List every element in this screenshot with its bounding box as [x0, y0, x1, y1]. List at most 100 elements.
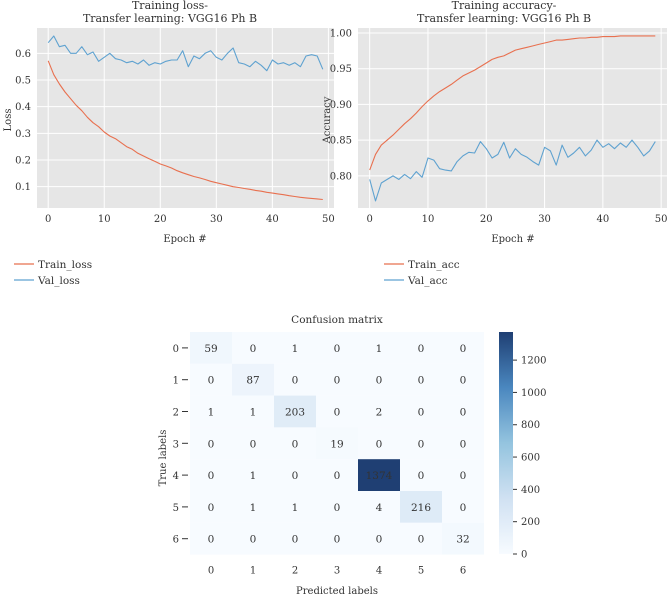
accuracy-y-tick-label: 0.80: [330, 171, 352, 182]
loss-y-tick-label: 0.2: [15, 156, 31, 167]
loss-y-tick-label: 0.3: [15, 129, 31, 140]
confusion-cell: [316, 332, 358, 364]
loss-line-train-loss: [47, 60, 323, 201]
colorbar-tick-label: 0: [521, 550, 527, 561]
true-label-tick: 4: [173, 471, 179, 482]
colorbar-tick-label: 200: [521, 517, 540, 528]
accuracy-x-tick-label: 0: [366, 214, 372, 225]
accuracy-line-val-acc: [369, 139, 656, 202]
confusion-cell: [274, 459, 316, 491]
accuracy-grid: [358, 28, 667, 208]
confusion-cell-value: 0: [208, 534, 215, 546]
accuracy-line-train-acc: [369, 35, 656, 171]
predicted-label-tick: 3: [334, 566, 340, 577]
confusion-cell-value: 0: [376, 438, 383, 450]
loss-subtitle: Transfer learning: VGG16 Ph B: [83, 12, 257, 25]
legend-label-val-acc: Val_acc: [407, 275, 448, 287]
confusion-cell-value: 59: [204, 343, 217, 355]
confusion-cell: [274, 363, 316, 396]
confusion-cell-value: 0: [334, 502, 341, 514]
confusion-cell: [316, 395, 358, 428]
accuracy-x-ticks: 0 10 20 30 40 50: [366, 214, 667, 225]
confusion-cell-value: 0: [334, 343, 341, 355]
accuracy-subtitle: Transfer learning: VGG16 Ph B: [417, 12, 591, 25]
confusion-cell: [232, 522, 274, 555]
loss-x-tick-label: 10: [98, 214, 111, 225]
confusion-cell-value: 0: [334, 534, 341, 546]
predicted-label-tick: 6: [460, 566, 466, 577]
confusion-cell-value: 203: [285, 407, 305, 419]
loss-title: Training loss-: [132, 0, 208, 12]
accuracy-y-ticks: 0.80 0.85 0.90 0.95 1.00: [330, 29, 352, 183]
loss-x-tick-label: 30: [210, 214, 223, 225]
confusion-cell-value: 4: [376, 502, 383, 514]
confusion-cell: [274, 332, 316, 364]
loss-y-tick-label: 0.5: [15, 76, 31, 87]
confusion-cell-value: 0: [334, 407, 341, 419]
confusion-cell: [358, 427, 400, 460]
accuracy-y-tick-label: 0.95: [330, 64, 352, 75]
confusion-cell-value: 0: [418, 470, 425, 482]
confusion-cell-value: 32: [456, 534, 469, 546]
accuracy-plot-area: [358, 28, 667, 208]
confusion-cell-value: 1: [292, 343, 299, 355]
accuracy-title: Training accuracy-: [452, 0, 557, 12]
confusion-cell: [316, 522, 358, 555]
confusion-cell: [190, 363, 232, 396]
predicted-label-tick: 5: [418, 566, 424, 577]
confusion-cell-value: 0: [292, 438, 299, 450]
confusion-cell-value: 0: [376, 375, 383, 387]
confusion-cell-value: 0: [460, 343, 467, 355]
confusion-cell: [358, 395, 400, 428]
accuracy-x-axis-label: Epoch #: [491, 234, 534, 245]
loss-x-tick-label: 0: [45, 214, 51, 225]
confusion-cell: [232, 395, 274, 428]
predicted-label-tick: 4: [376, 566, 382, 577]
confusion-cell-value: 216: [411, 502, 431, 514]
accuracy-x-tick-label: 50: [655, 214, 668, 225]
accuracy-x-tick-label: 40: [597, 214, 610, 225]
confusion-cell: [274, 395, 316, 428]
loss-x-ticks: 0 10 20 30 40 50: [45, 214, 335, 225]
confusion-cell-value: 0: [460, 502, 467, 514]
confusion-matrix-title: Confusion matrix: [291, 314, 383, 326]
loss-y-tick-label: 0.4: [15, 102, 31, 113]
accuracy-legend: Train_acc Val_acc: [384, 259, 460, 287]
confusion-cell: [232, 363, 274, 396]
confusion-cell-value: 0: [250, 534, 257, 546]
confusion-cell-value: 0: [334, 375, 341, 387]
confusion-cell-value: 1: [292, 502, 299, 514]
confusion-cell-value: 1: [376, 343, 383, 355]
confusion-cell: [358, 363, 400, 396]
confusion-cell: [190, 459, 232, 491]
confusion-cell-value: 1: [250, 502, 257, 514]
colorbar-tick-label: 600: [521, 453, 540, 464]
confusion-cell-value: 0: [292, 375, 299, 387]
confusion-cell: [442, 332, 484, 364]
accuracy-series: [369, 35, 656, 202]
accuracy-x-tick-label: 10: [422, 214, 435, 225]
confusion-cell: [190, 395, 232, 428]
loss-x-tick-label: 50: [322, 214, 335, 225]
accuracy-x-tick-label: 30: [538, 214, 551, 225]
confusion-cell: [400, 427, 442, 460]
confusion-cell: [442, 395, 484, 428]
confusion-cell-value: 1374: [366, 470, 393, 482]
confusion-cell-value: 0: [208, 375, 215, 387]
confusion-cell-value: 1: [250, 470, 257, 482]
colorbar-tick-label: 1200: [521, 356, 546, 367]
confusion-cell-value: 0: [376, 534, 383, 546]
confusion-cell-value: 0: [418, 407, 425, 419]
confusion-cell: [442, 363, 484, 396]
confusion-cell: [442, 427, 484, 460]
true-label-tick: 1: [173, 376, 179, 387]
confusion-cell: [358, 491, 400, 523]
predicted-label-tick: 1: [250, 566, 256, 577]
confusion-cell-value: 0: [250, 343, 257, 355]
accuracy-chart: Training accuracy- Transfer learning: VG…: [322, 0, 668, 287]
confusion-cell: [232, 459, 274, 491]
confusion-cell: [358, 332, 400, 364]
confusion-cell: [232, 491, 274, 523]
confusion-cell-value: 0: [418, 438, 425, 450]
loss-x-tick-label: 40: [266, 214, 279, 225]
